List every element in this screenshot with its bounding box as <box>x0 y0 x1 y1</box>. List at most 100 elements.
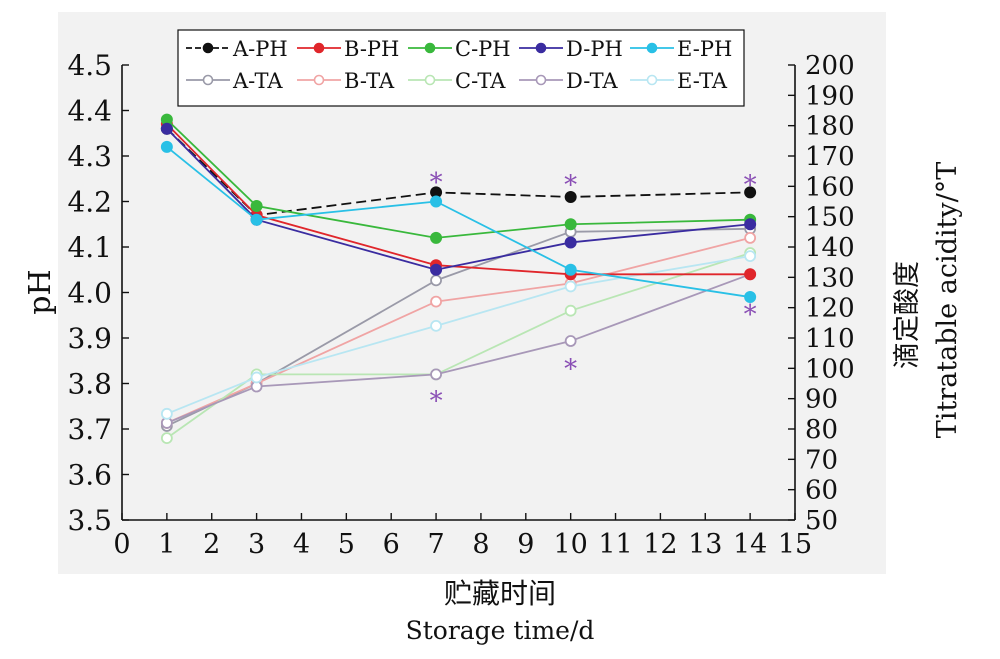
x-tick-label: 13 <box>688 529 722 560</box>
ph-data-point <box>160 140 173 153</box>
ta-data-point <box>564 280 577 293</box>
ph-data-point <box>564 218 577 231</box>
ph-data-point <box>744 268 757 281</box>
x-tick-label: 0 <box>113 529 130 560</box>
ta-data-point <box>160 407 173 420</box>
dual-axis-line-chart: 0 1 2 3 4 5 6 7 8 9 10 11 12 13 14 153.53.63.73.83.94.0… <box>23 29 963 560</box>
ph-data-point <box>430 195 443 208</box>
legend-marker <box>424 42 436 54</box>
left-y-tick-label: 4.5 <box>67 49 112 82</box>
x-tick-label: 11 <box>598 529 632 560</box>
x-tick-label: 9 <box>517 529 534 560</box>
left-y-axis-title: pH <box>23 269 58 314</box>
ph-data-point <box>250 213 263 226</box>
ph-data-point <box>160 122 173 135</box>
right-y-axis-title-cn: 滴定酸度 <box>892 261 923 369</box>
ph-data-point <box>744 218 757 231</box>
legend-marker <box>535 42 547 54</box>
ph-data-point <box>430 263 443 276</box>
ta-data-point <box>564 335 577 347</box>
right-y-axis-title-en: Titratable acidity/°T <box>932 162 963 438</box>
ph-data-point <box>564 190 577 203</box>
right-y-tick-label: 150 <box>805 203 855 233</box>
x-tick-label: 4 <box>293 529 310 560</box>
right-y-tick-label: 100 <box>805 354 855 384</box>
x-tick-label: 5 <box>338 529 355 560</box>
legend-label: B-PH <box>344 37 399 61</box>
left-y-tick-label: 3.5 <box>67 504 112 537</box>
right-y-tick-label: 110 <box>805 324 855 354</box>
legend-marker <box>424 74 436 86</box>
left-y-tick-label: 4.2 <box>67 186 112 219</box>
significance-asterisk: * <box>430 386 443 416</box>
right-y-tick-label: 120 <box>805 294 855 324</box>
x-tick-label: 10 <box>553 529 587 560</box>
left-y-tick-label: 3.6 <box>67 459 112 492</box>
significance-asterisk: * <box>430 168 443 198</box>
x-tick-label: 14 <box>733 529 767 560</box>
legend-marker <box>646 42 658 54</box>
legend-box <box>177 29 745 107</box>
ph-data-point <box>564 263 577 276</box>
significance-asterisk: * <box>744 170 757 200</box>
legend-marker <box>313 42 325 54</box>
legend-marker <box>202 74 214 86</box>
x-tick-label: 1 <box>158 529 175 560</box>
left-y-tick-label: 4.0 <box>67 277 112 310</box>
right-y-tick-label: 170 <box>805 142 855 172</box>
left-y-tick-label: 4.1 <box>67 231 112 264</box>
x-tick-label: 8 <box>472 529 489 560</box>
x-tick-label: 12 <box>643 529 677 560</box>
ta-data-point <box>430 295 442 308</box>
legend-label: C-PH <box>455 37 511 61</box>
significance-asterisk: * <box>564 355 577 385</box>
x-tick-label: 6 <box>383 529 400 560</box>
legend-marker <box>535 74 547 86</box>
legend-label: A-TA <box>232 69 283 93</box>
legend-label: E-TA <box>677 69 728 93</box>
ph-data-point <box>564 236 577 249</box>
right-y-tick-label: 160 <box>805 172 855 202</box>
legend-marker <box>313 74 325 86</box>
ta-data-point <box>564 304 577 317</box>
ta-series-line <box>166 273 751 424</box>
ph-series-line <box>166 128 751 271</box>
right-y-tick-label: 130 <box>805 263 855 293</box>
right-y-tick-label: 140 <box>805 233 855 263</box>
ta-data-point <box>744 231 757 244</box>
x-tick-label: 2 <box>203 529 220 560</box>
right-y-tick-label: 60 <box>805 476 838 506</box>
legend-label: A-PH <box>232 37 288 61</box>
ta-data-point <box>430 274 442 287</box>
ph-data-point <box>744 291 757 304</box>
ta-data-point <box>160 432 173 445</box>
right-y-tick-label: 80 <box>805 415 838 445</box>
legend-label: D-TA <box>566 69 618 93</box>
legend-label: C-TA <box>455 69 506 93</box>
right-y-tick-label: 70 <box>805 445 838 475</box>
right-y-tick-label: 190 <box>805 81 855 111</box>
x-tick-label: 7 <box>427 529 444 560</box>
ta-data-point <box>250 371 263 384</box>
ta-series-line <box>166 252 751 439</box>
ta-data-point <box>430 319 442 332</box>
left-y-tick-label: 3.9 <box>67 322 112 355</box>
ph-data-point <box>430 231 443 244</box>
x-axis-label-en: Storage time/d <box>405 616 595 645</box>
left-y-tick-label: 4.3 <box>67 140 112 173</box>
right-y-tick-label: 50 <box>805 506 838 536</box>
left-y-tick-label: 3.7 <box>67 413 112 446</box>
left-y-tick-label: 4.4 <box>67 95 112 128</box>
significance-asterisk: * <box>564 170 577 200</box>
ta-data-point <box>430 368 442 381</box>
ph-data-point <box>250 200 263 213</box>
ph-series-line <box>166 123 751 276</box>
left-y-tick-label: 3.8 <box>67 368 112 401</box>
right-y-tick-label: 200 <box>805 51 855 81</box>
legend-marker <box>202 42 214 54</box>
significance-asterisk: * <box>744 300 757 330</box>
legend-marker <box>646 74 658 86</box>
ph-data-point <box>744 186 757 199</box>
legend-label: B-TA <box>344 69 395 93</box>
